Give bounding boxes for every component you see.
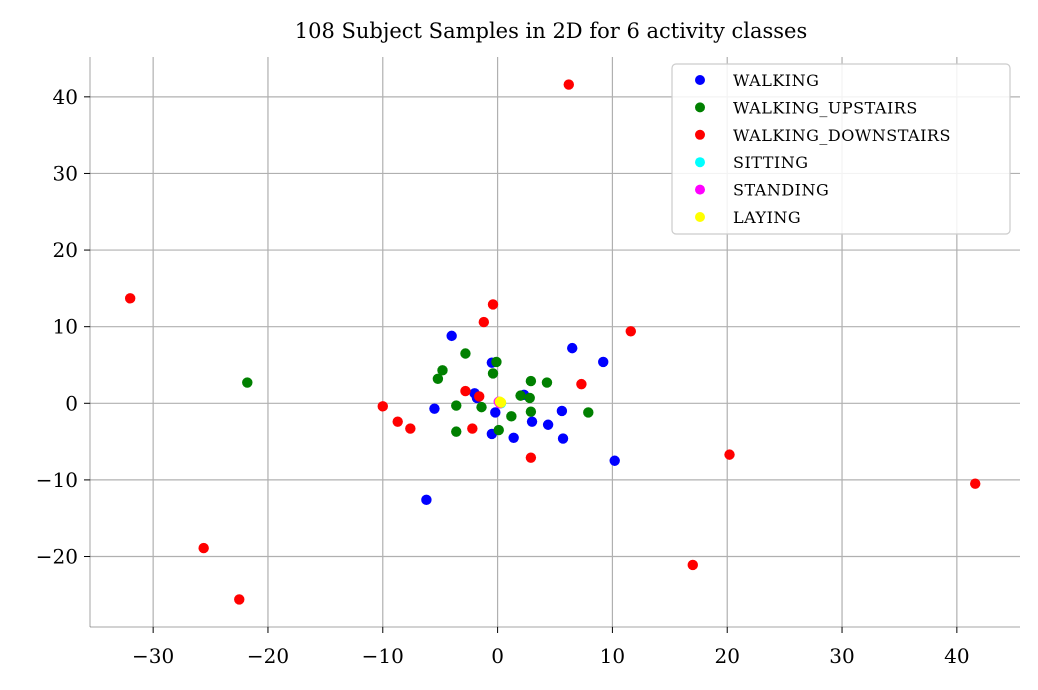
x-tick-label: −30 xyxy=(132,644,174,668)
data-point xyxy=(242,377,253,388)
y-tick-label: 40 xyxy=(53,85,78,109)
data-point xyxy=(557,433,569,444)
legend-marker xyxy=(695,129,705,140)
x-tick-label: 20 xyxy=(714,644,739,668)
data-point xyxy=(432,373,444,384)
legend-marker xyxy=(695,75,705,85)
legend-entry: LAYING xyxy=(695,208,801,227)
data-point xyxy=(724,449,735,460)
data-point xyxy=(524,392,535,404)
x-tick-label: 0 xyxy=(491,644,504,668)
y-tick-label: −20 xyxy=(36,545,78,569)
data-point xyxy=(478,316,490,328)
legend-marker xyxy=(695,212,705,222)
x-tick-label: 10 xyxy=(600,644,625,668)
legend-entry: STANDING xyxy=(695,181,829,200)
x-axis-ticks: −30 −20 −10 0 10 20 30 40 xyxy=(132,627,970,668)
data-point xyxy=(451,400,462,411)
data-point xyxy=(493,424,504,436)
y-tick-label: 10 xyxy=(53,315,78,339)
y-tick-label: 30 xyxy=(53,161,78,185)
data-point xyxy=(556,405,568,417)
legend-label: WALKING_DOWNSTAIRS xyxy=(733,126,951,145)
series-walking-upstairs xyxy=(242,348,594,437)
data-point xyxy=(405,423,416,434)
data-point xyxy=(460,385,471,397)
data-point xyxy=(198,542,209,554)
data-point xyxy=(563,79,574,90)
data-point xyxy=(515,390,526,401)
data-points xyxy=(124,79,981,605)
legend-label: SITTING xyxy=(733,153,809,172)
legend-label: LAYING xyxy=(733,208,801,227)
legend: WALKING WALKING_UPSTAIRS WALKING_DOWNSTAIR… xyxy=(671,63,1011,235)
data-point xyxy=(377,401,388,412)
data-point xyxy=(625,326,636,337)
data-point xyxy=(429,403,440,414)
data-point xyxy=(476,401,487,413)
data-point xyxy=(970,478,981,489)
data-point xyxy=(392,416,403,427)
y-axis-ticks: −20 −10 0 10 20 30 40 xyxy=(36,85,90,569)
data-point xyxy=(598,356,609,368)
legend-label: STANDING xyxy=(733,181,829,200)
data-point xyxy=(525,406,537,417)
data-point xyxy=(609,455,620,466)
data-point xyxy=(494,396,506,407)
legend-entry: WALKING_UPSTAIRS xyxy=(695,98,918,117)
data-point xyxy=(525,452,537,463)
data-point xyxy=(567,342,578,354)
data-point xyxy=(541,377,553,388)
x-tick-label: −20 xyxy=(247,644,289,668)
data-point xyxy=(234,594,245,605)
legend-entry: SITTING xyxy=(695,153,809,172)
legend-label: WALKING xyxy=(733,71,819,90)
data-point xyxy=(525,375,537,387)
data-point xyxy=(124,293,136,304)
data-point xyxy=(446,330,457,342)
data-point xyxy=(487,299,499,310)
x-tick-label: 40 xyxy=(944,644,969,668)
y-tick-label: 20 xyxy=(53,238,78,262)
chart-title: 108 Subject Samples in 2D for 6 activity… xyxy=(295,19,808,43)
legend-entry: WALKING_DOWNSTAIRS xyxy=(695,126,951,145)
data-point xyxy=(576,378,587,390)
data-point xyxy=(474,391,485,402)
data-point xyxy=(526,416,538,427)
legend-entry: WALKING xyxy=(695,71,819,90)
data-point xyxy=(583,407,594,418)
data-point xyxy=(451,426,462,437)
data-point xyxy=(687,559,698,571)
legend-marker xyxy=(695,102,705,113)
data-point xyxy=(460,348,471,359)
data-point xyxy=(490,407,501,418)
y-tick-label: −10 xyxy=(36,468,78,492)
series-laying xyxy=(494,396,507,408)
data-point xyxy=(491,356,502,368)
data-point xyxy=(467,423,478,434)
data-point xyxy=(508,432,519,443)
legend-label: WALKING_UPSTAIRS xyxy=(733,98,918,117)
data-point xyxy=(542,419,554,430)
x-tick-label: 30 xyxy=(829,644,854,668)
data-point xyxy=(437,365,448,376)
data-point xyxy=(506,411,517,422)
y-tick-label: 0 xyxy=(65,391,78,415)
legend-marker xyxy=(695,157,705,168)
x-tick-label: −10 xyxy=(362,644,404,668)
legend-box xyxy=(671,63,1011,235)
data-point xyxy=(487,368,499,379)
legend-marker xyxy=(695,184,705,195)
series-walking xyxy=(421,330,620,506)
series-walking-downstairs xyxy=(124,79,981,605)
data-point xyxy=(421,494,432,506)
